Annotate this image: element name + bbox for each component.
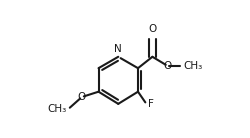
Text: F: F bbox=[148, 99, 154, 109]
Text: O: O bbox=[164, 61, 172, 71]
Text: O: O bbox=[78, 92, 86, 102]
Text: CH₃: CH₃ bbox=[184, 61, 203, 71]
Text: CH₃: CH₃ bbox=[48, 104, 67, 114]
Text: N: N bbox=[114, 44, 122, 54]
Text: O: O bbox=[148, 24, 156, 34]
